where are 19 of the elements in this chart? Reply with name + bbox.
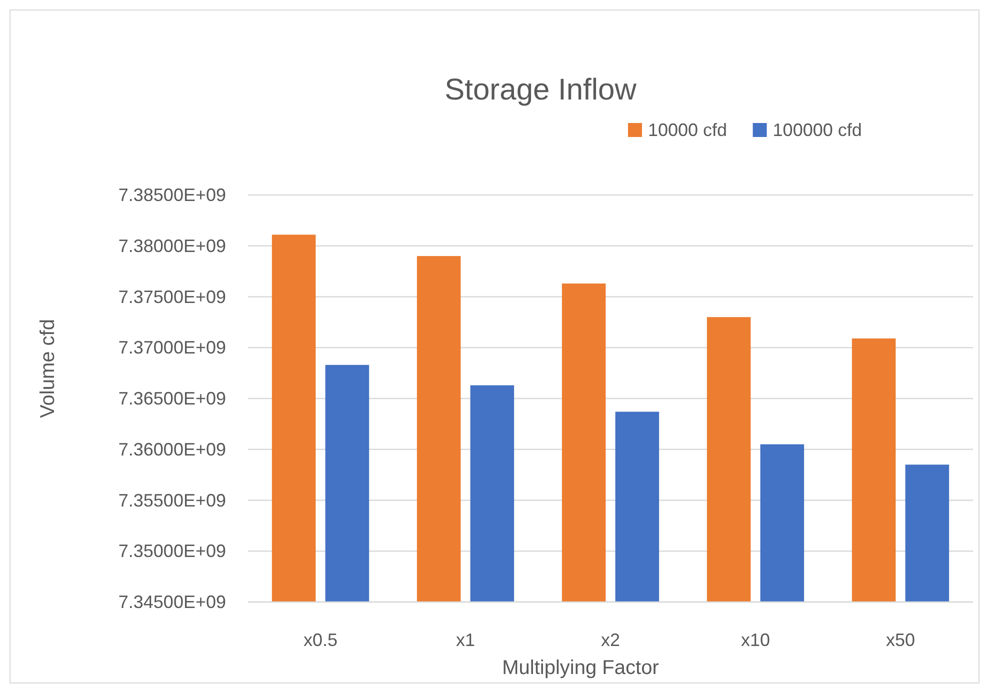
y-tick-label: 7.36500E+09 xyxy=(118,388,226,408)
x-tick-label: x10 xyxy=(740,630,770,650)
y-tick-label: 7.36000E+09 xyxy=(118,439,226,460)
y-tick-label: 7.35000E+09 xyxy=(118,541,226,562)
y-tick-label: 7.34500E+09 xyxy=(118,592,226,612)
x-tick-label: x50 xyxy=(886,630,916,650)
y-tick-label: 7.35500E+09 xyxy=(118,490,226,510)
x-axis-title: Multiplying Factor xyxy=(502,657,660,679)
chart-title: Storage Inflow xyxy=(444,74,637,106)
y-tick-label: 7.37500E+09 xyxy=(118,286,226,307)
x-tick-label: x2 xyxy=(600,630,620,650)
y-axis-title: Volume cfd xyxy=(37,319,59,418)
x-tick-label: x1 xyxy=(456,630,476,650)
y-tick-label: 7.38500E+09 xyxy=(118,185,226,205)
y-tick-label: 7.37000E+09 xyxy=(118,338,226,358)
x-tick-label: x0.5 xyxy=(303,630,338,650)
legend-label: 100000 cfd xyxy=(772,120,862,140)
legend-label: 10000 cfd xyxy=(648,120,728,140)
y-tick-label: 7.38000E+09 xyxy=(118,236,226,256)
